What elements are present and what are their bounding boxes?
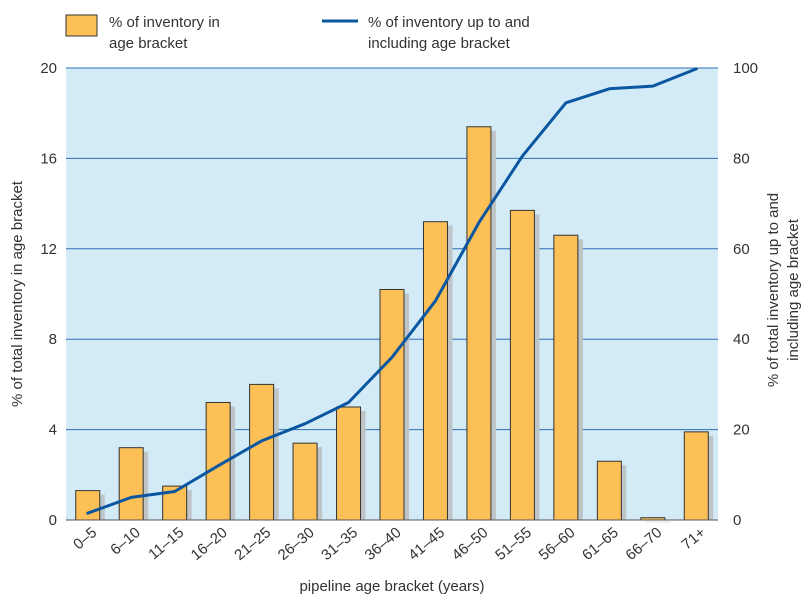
- x-tick-label: 41–45: [405, 524, 448, 564]
- bar-0–5: [75, 490, 101, 521]
- bar-21–25: [249, 383, 275, 521]
- x-tick-label: 66–70: [622, 524, 665, 564]
- bar-61–65: [596, 460, 622, 521]
- x-tick-label: 51–55: [492, 524, 535, 564]
- legend: % of inventory in age bracket % of inven…: [65, 14, 530, 52]
- x-tick-label: 61–65: [579, 524, 622, 564]
- bar-6–10: [118, 447, 144, 521]
- x-tick-label: 21–25: [231, 524, 274, 564]
- y-axis-right-ticks: 0 20 40 60 80 100: [733, 60, 758, 529]
- y-right-tick-label: 60: [733, 241, 750, 258]
- x-tick-label: 46–50: [449, 524, 492, 564]
- bar-71+: [683, 431, 709, 521]
- bar-shadow: [645, 521, 670, 523]
- y-left-tick-label: 20: [40, 60, 57, 77]
- y-left-tick-label: 0: [49, 512, 57, 529]
- y-left-tick-label: 16: [40, 150, 57, 167]
- y-left-tick-label: 8: [49, 331, 57, 348]
- x-tick-label: 11–15: [145, 524, 187, 563]
- x-tick-label: 6–10: [107, 524, 143, 558]
- x-tick-label: 0–5: [70, 524, 100, 553]
- legend-bar-swatch: [65, 14, 98, 37]
- x-tick-label: 36–40: [362, 524, 405, 564]
- x-tick-label: 56–60: [536, 524, 579, 564]
- x-tick-label: 31–35: [318, 524, 361, 564]
- legend-line-label-line1: % of inventory up to and: [368, 14, 530, 31]
- x-axis-title: pipeline age bracket (years): [299, 578, 484, 595]
- x-tick-label: 26–30: [275, 524, 318, 564]
- bar-41–45: [422, 221, 448, 521]
- bar-26–30: [292, 442, 318, 521]
- y-axis-right-title-line2: including age bracket: [785, 218, 802, 361]
- y-axis-right-title-line1: % of total inventory up to and: [765, 193, 782, 387]
- legend-line-label-line2: including age bracket: [368, 35, 511, 52]
- bar-36–40: [379, 288, 405, 521]
- y-right-tick-label: 0: [733, 512, 741, 529]
- y-left-tick-label: 4: [49, 422, 57, 439]
- y-axis-left-ticks: 0 4 8 12 16 20: [40, 60, 57, 529]
- y-axis-left-title: % of total inventory in age bracket: [9, 180, 26, 407]
- x-axis-ticks: 0–5 6–10 11–15 16–20 21–25 26–30 31–35 36–40 41–…: [70, 524, 709, 564]
- bar-51–55: [509, 209, 535, 521]
- legend-bar-label-line2: age bracket: [109, 35, 188, 52]
- y-left-tick-label: 12: [40, 241, 57, 258]
- cumulative-points: [87, 68, 697, 514]
- y-right-tick-label: 100: [733, 60, 758, 77]
- x-tick-label: 16–20: [188, 524, 231, 564]
- x-tick-label: 71+: [678, 524, 709, 554]
- y-right-tick-label: 20: [733, 422, 750, 439]
- y-right-tick-label: 80: [733, 150, 750, 167]
- bar-56–60: [553, 234, 579, 521]
- bar-46–50: [466, 126, 492, 521]
- bar-31–35: [336, 406, 362, 521]
- y-right-tick-label: 40: [733, 331, 750, 348]
- legend-bar-label-line1: % of inventory in: [109, 14, 220, 31]
